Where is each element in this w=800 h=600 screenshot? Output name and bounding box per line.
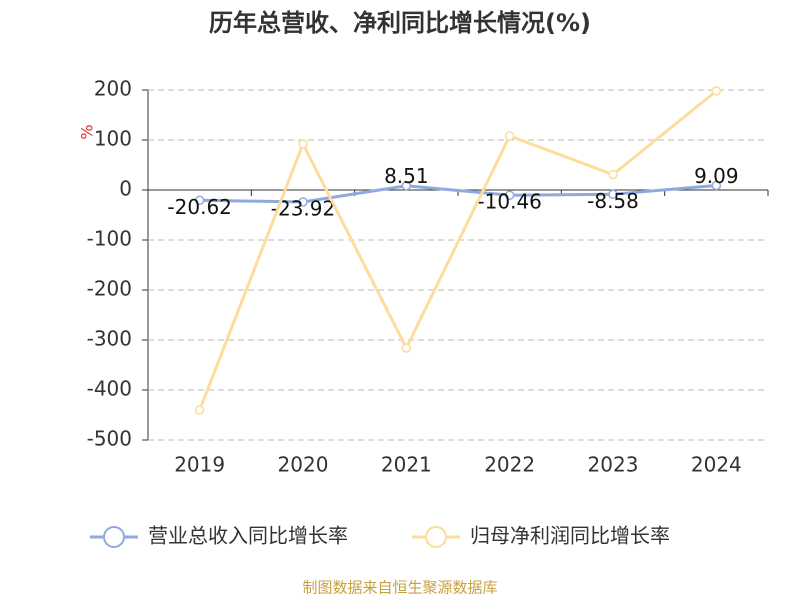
legend-marker (103, 526, 125, 548)
y-tick-label: 100 (94, 127, 132, 151)
data-label: -20.62 (167, 195, 231, 219)
data-label: -8.58 (587, 189, 639, 213)
series-line (198, 89, 718, 411)
y-tick-label: -300 (87, 327, 132, 351)
y-tick-label: -100 (87, 227, 132, 251)
data-point (401, 343, 412, 353)
data-point (504, 131, 515, 141)
data-point (298, 197, 308, 207)
y-tick-label: -500 (87, 427, 132, 451)
y-tick-label: 200 (94, 77, 132, 101)
legend-label: 营业总收入同比增长率 (148, 524, 348, 548)
series-line (199, 183, 717, 204)
source-note: 制图数据来自恒生聚源数据库 (302, 579, 497, 597)
x-tick-label: 2023 (588, 453, 639, 477)
y-tick-label: 0 (119, 177, 132, 201)
data-label: 9.09 (694, 164, 739, 188)
legend-label: 归母净利润同比增长率 (470, 524, 670, 548)
legend-marker (425, 526, 447, 548)
data-point (608, 169, 618, 180)
x-tick-label: 2021 (381, 453, 432, 477)
x-tick-label: 2022 (484, 453, 535, 477)
y-unit: % (78, 124, 97, 139)
data-point (194, 195, 205, 206)
data-point (504, 190, 515, 200)
y-tick-label: -400 (87, 377, 132, 401)
y-tick-label: -200 (87, 277, 132, 301)
data-point (711, 86, 722, 96)
data-point (401, 180, 412, 191)
data-point (608, 189, 618, 200)
x-tick-label: 2019 (174, 453, 225, 477)
data-point (711, 180, 722, 191)
data-point (298, 139, 308, 149)
chart-title: 历年总营收、净利同比增长情况(%) (209, 9, 591, 37)
x-tick-label: 2024 (691, 453, 742, 477)
data-label: -10.46 (477, 190, 541, 214)
x-tick-label: 2020 (278, 453, 329, 477)
data-label: 8.51 (384, 164, 429, 188)
data-point (194, 405, 205, 415)
